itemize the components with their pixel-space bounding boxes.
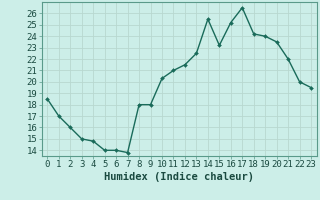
- X-axis label: Humidex (Indice chaleur): Humidex (Indice chaleur): [104, 172, 254, 182]
